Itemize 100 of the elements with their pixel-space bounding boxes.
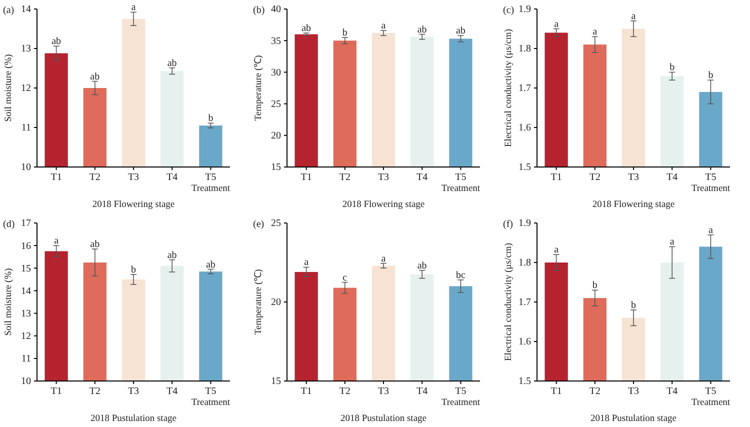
annotation: a (708, 224, 714, 236)
y-tick-label: 10 (21, 162, 31, 174)
y-axis-title: Temperature (℃) (254, 269, 264, 335)
x-tick-label: T2 (339, 172, 350, 184)
chart-title: (f) (503, 219, 513, 230)
annotation: a (670, 236, 675, 248)
y-tick-label: 25 (271, 218, 281, 230)
annotation: a (554, 244, 560, 256)
x-tick-label: T1 (50, 172, 62, 184)
y-tick-label: 20 (271, 297, 281, 308)
x-axis-title: Treatment (441, 398, 480, 408)
x-tick-label: T1 (50, 386, 62, 398)
annotation: ab (167, 250, 177, 261)
y-tick-label: 25 (271, 99, 281, 110)
x-tick-label: T4 (166, 172, 178, 184)
x-tick-label: T3 (628, 172, 640, 184)
annotation: a (131, 2, 136, 14)
text: 2018 Flowering stage (592, 200, 675, 210)
x-tick-label: T5 (455, 172, 466, 184)
x-tick-label: T4 (416, 386, 428, 398)
x-tick-label: T2 (589, 172, 600, 184)
y-axis-title: Electrical conductivity (μs/cm) (504, 29, 514, 147)
y-axis-title: Temperature (℃) (254, 55, 264, 121)
annotation: b (631, 300, 636, 311)
x-tick-label: T5 (705, 172, 716, 184)
y-tick-label: 14 (21, 286, 31, 297)
x-tick-label: T4 (666, 386, 678, 398)
x-tick-label: T3 (128, 386, 140, 398)
y-tick-label: 40 (271, 4, 281, 16)
x-tick-label: T2 (89, 172, 100, 184)
y-tick-label: 15 (271, 162, 281, 174)
annotation: ab (90, 238, 100, 250)
x-tick-label: T3 (378, 172, 390, 184)
annotation: ab (52, 36, 62, 48)
y-tick-label: 15 (21, 263, 31, 274)
y-tick-label: 14 (21, 4, 31, 16)
y-tick-label: 17 (21, 218, 31, 230)
annotation: b (708, 70, 714, 82)
annotation: b (592, 280, 598, 292)
chart-title: (e) (253, 219, 264, 230)
annotation: b (208, 113, 214, 124)
x-tick-label: T1 (300, 172, 312, 184)
x-axis-title: Treatment (441, 184, 480, 194)
x-tick-label: T3 (628, 386, 640, 398)
annotation: ab (302, 23, 312, 34)
x-tick-label: T1 (550, 386, 562, 398)
y-tick-label: 13 (21, 308, 31, 320)
y-tick-label: 12 (21, 83, 31, 94)
x-tick-label: T5 (205, 172, 216, 184)
y-tick-label: 1.7 (518, 297, 531, 308)
y-tick-label: 1.5 (518, 162, 531, 174)
x-tick-label: T5 (455, 386, 466, 398)
y-tick-label: 1.6 (518, 122, 531, 134)
y-tick-label: 12 (21, 331, 31, 342)
y-tick-label: 1.5 (518, 376, 531, 388)
y-tick-label: 11 (21, 354, 31, 365)
annotation: a (554, 18, 560, 30)
y-tick-label: 1.8 (518, 258, 531, 269)
x-tick-label: T2 (89, 386, 100, 398)
annotation: a (381, 20, 386, 32)
y-tick-label: 13 (21, 44, 31, 55)
x-tick-label: T3 (128, 172, 140, 184)
x-axis-title: Treatment (191, 184, 230, 194)
y-tick-label: 1.6 (518, 336, 531, 348)
x-tick-label: T2 (339, 386, 350, 398)
x-tick-label: T5 (205, 386, 216, 398)
x-tick-label: T3 (378, 386, 390, 398)
y-tick-label: 11 (21, 122, 31, 134)
annotation: ab (90, 71, 100, 82)
x-axis-title: Treatment (191, 398, 230, 408)
text: 2018 Pustulation stage (340, 414, 427, 424)
chart-title: (c) (503, 5, 514, 16)
x-tick-label: T1 (300, 386, 312, 398)
y-tick-label: 20 (271, 130, 281, 142)
y-tick-label: 30 (271, 67, 281, 78)
y-tick-label: 1.9 (518, 218, 531, 230)
annotation: ab (456, 26, 466, 37)
annotation: a (54, 236, 60, 247)
annotation: bc (456, 270, 466, 281)
y-axis-title: Soil moisture (%) (4, 268, 14, 336)
annotation: ab (206, 259, 216, 270)
annotation: a (631, 10, 636, 22)
text: 2018 Pustulation stage (590, 414, 677, 424)
y-tick-label: 1.8 (518, 44, 531, 55)
y-tick-label: 15 (271, 376, 281, 388)
annotation: b (670, 62, 675, 74)
y-tick-label: 16 (21, 240, 31, 252)
chart-title: (d) (3, 219, 15, 230)
y-tick-label: 1.7 (518, 83, 531, 94)
x-tick-label: T4 (666, 172, 678, 184)
x-axis-title: Treatment (691, 398, 730, 408)
annotation: b (131, 264, 136, 276)
annotation: ab (417, 24, 427, 36)
y-axis-title: Electrical conductivity (μs/cm) (504, 243, 514, 361)
text: 2018 Flowering stage (92, 200, 175, 210)
text: 2018 Pustulation stage (90, 414, 177, 424)
annotation: ab (167, 58, 177, 69)
y-axis-title: Soil moisture (%) (4, 54, 14, 122)
chart-title: (b) (253, 5, 265, 16)
y-tick-label: 10 (21, 376, 31, 388)
